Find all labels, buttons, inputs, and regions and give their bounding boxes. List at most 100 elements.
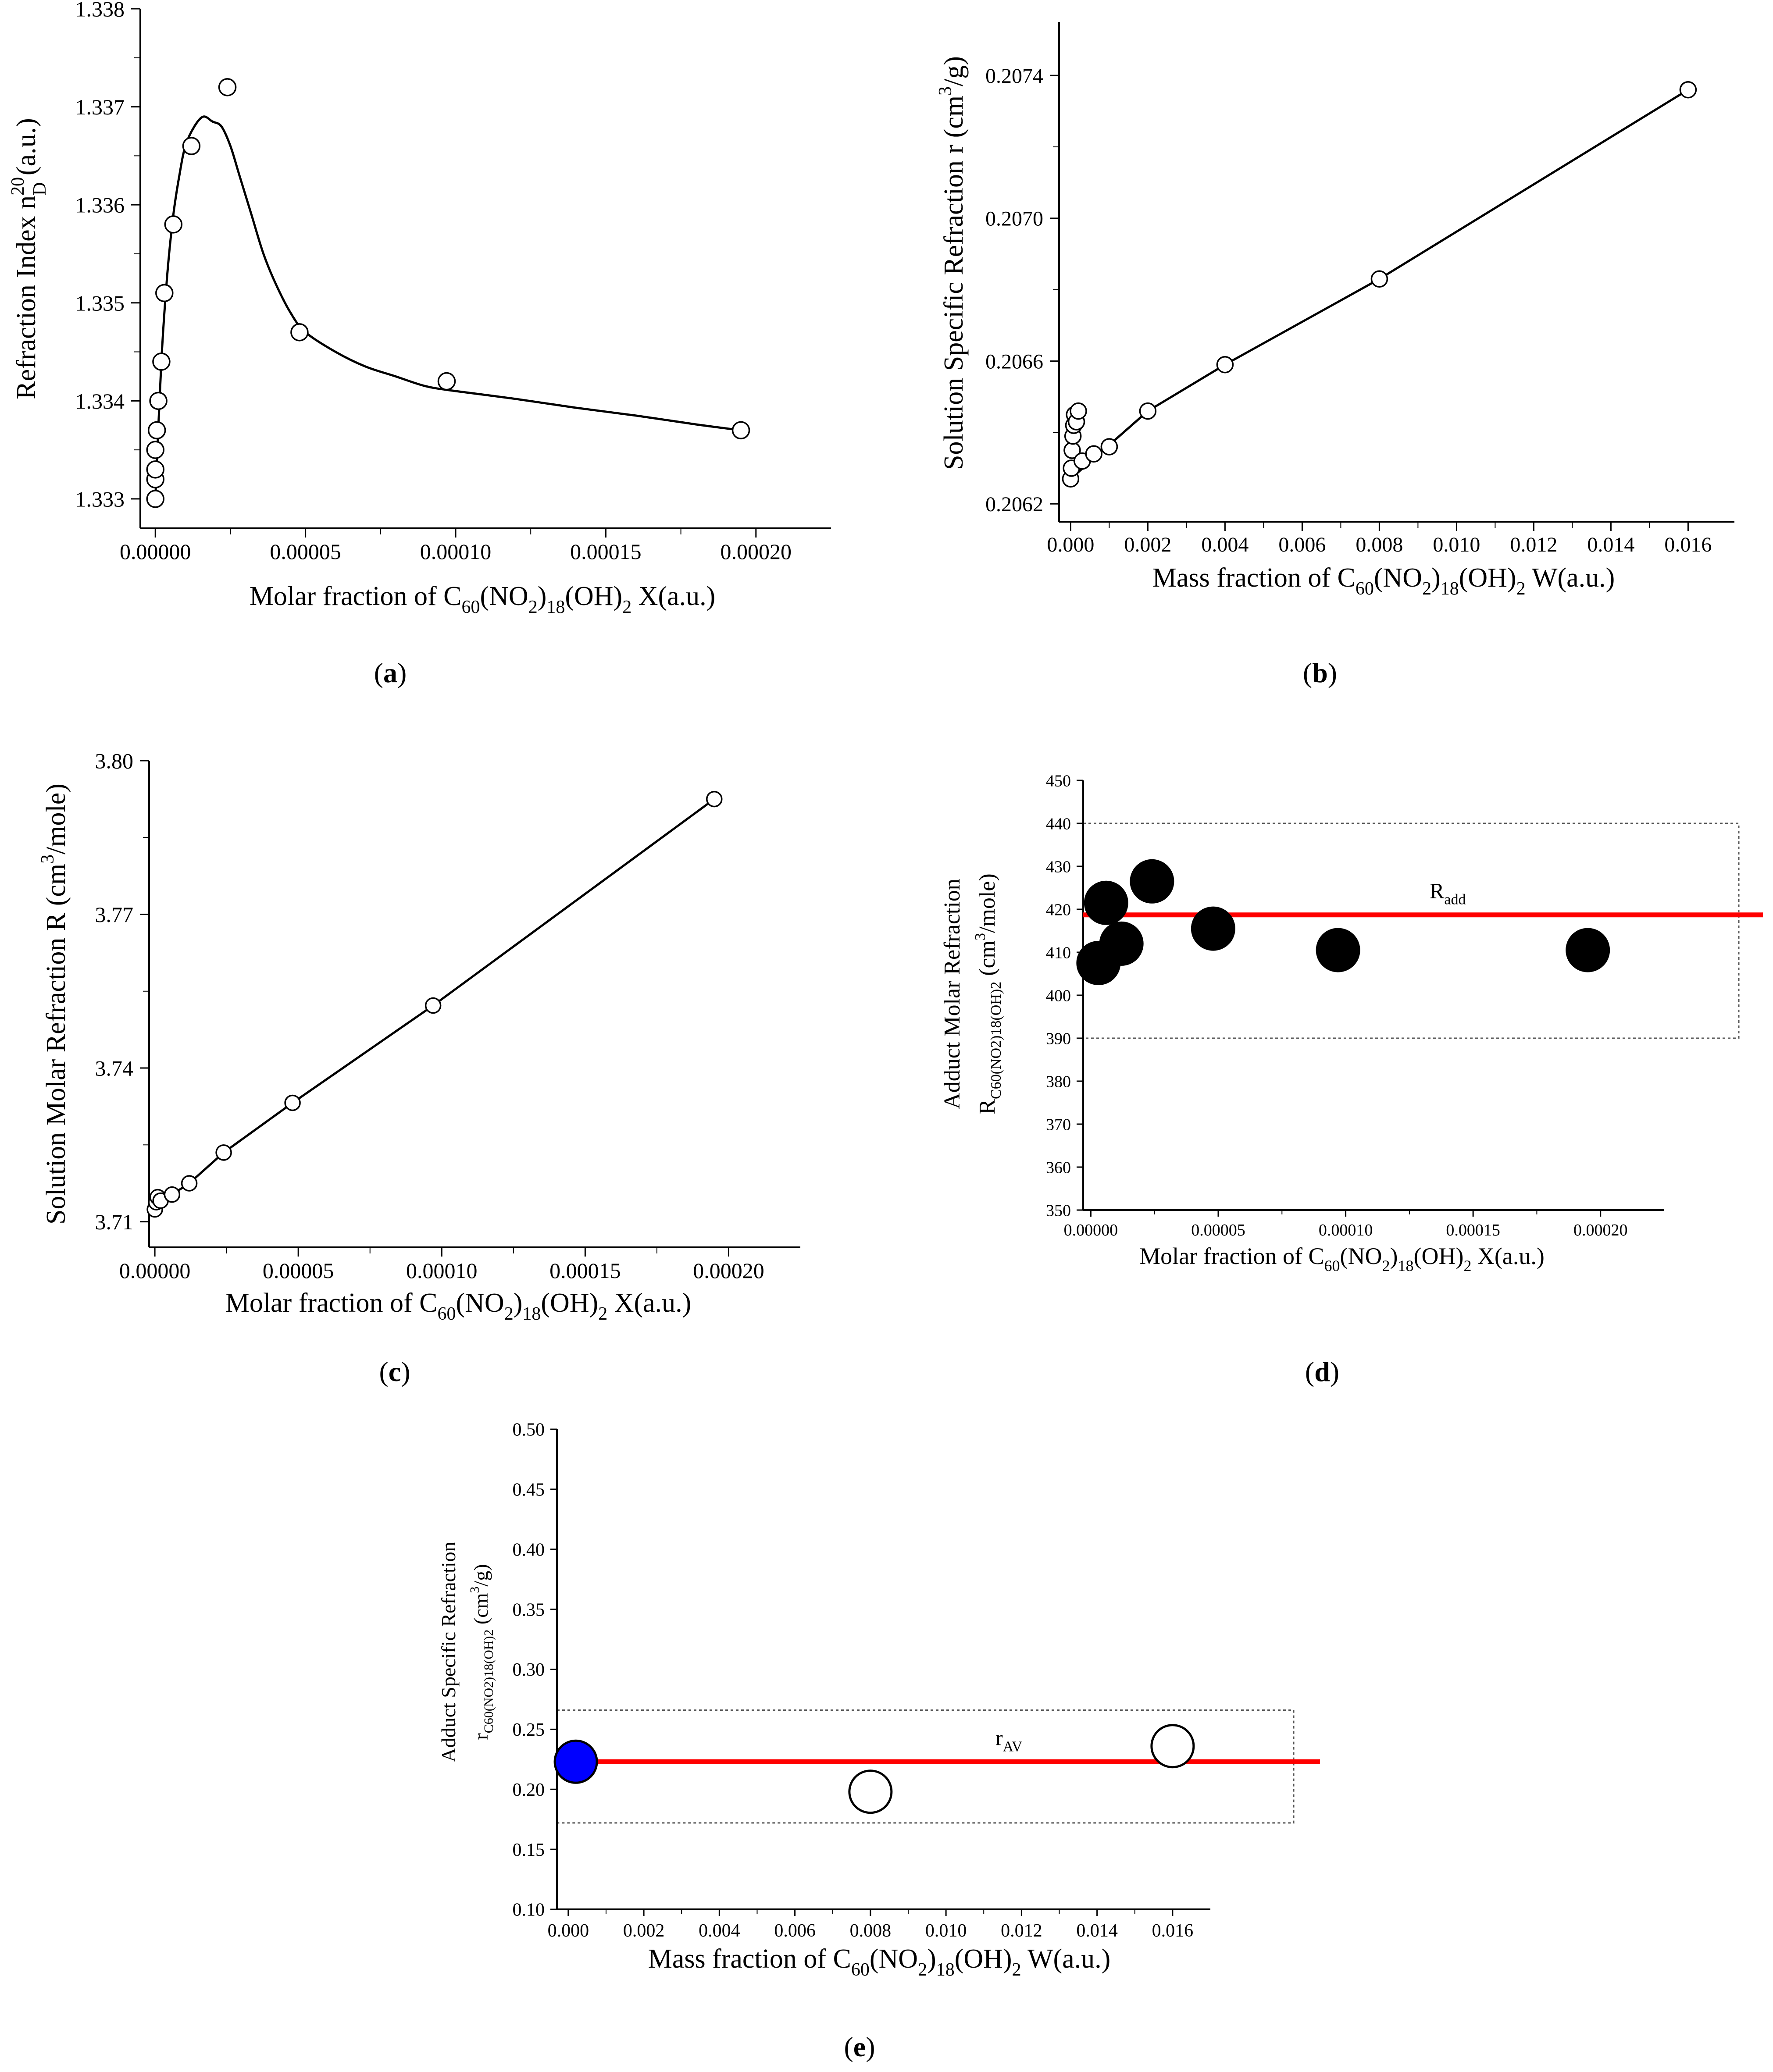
panel-a-ticks: 0.00000 0.00005 0.00010 0.00015 0.00020 1.333…	[75, 0, 831, 564]
panel-d-data-point	[1566, 928, 1610, 972]
panel-b-x-tick-label: 0.002	[1124, 533, 1171, 556]
panel-e-data-point	[553, 1739, 598, 1784]
panel-e-y-tick-label: 0.35	[513, 1600, 545, 1620]
panel-e-ticks: 0.000 0.002 0.004 0.006 0.008 0.010 0.012 0.014…	[513, 1420, 1210, 1941]
panel-a-y-tick-label: 1.335	[75, 291, 125, 315]
panel-b-data-point	[1679, 81, 1697, 99]
panel-d-average-label: Radd	[1430, 879, 1466, 908]
panel-b-x-tick-label: 0.012	[1510, 533, 1557, 556]
panel-a-points	[146, 78, 750, 508]
panel-c-x-tick-label: 0.00015	[549, 1258, 621, 1283]
panel-c-data-point	[706, 790, 723, 808]
panel-b-y-axis-label: Solution Specific Refraction r (cm3/g)	[935, 56, 969, 470]
panel-a-data-point	[146, 490, 164, 508]
panel-b-y-tick-label: 0.2070	[985, 207, 1043, 231]
panel-a-x-tick-label: 0.00020	[721, 539, 792, 564]
panel-e-points	[553, 1724, 1195, 1814]
panel-d-y-tick-label: 380	[1046, 1072, 1071, 1091]
panel-a-y-axis-label: Refraction Index n20D (a.u.)	[8, 118, 50, 399]
panel-a-data-point	[218, 78, 237, 96]
panel-c-x-tick-label: 0.00010	[406, 1258, 478, 1283]
panel-b-data-point	[1139, 402, 1157, 420]
panel-b-x-tick-label: 0.016	[1664, 533, 1712, 556]
panel-a-data-point	[152, 352, 171, 371]
panel-d-x-tick-label: 0.00015	[1446, 1221, 1500, 1239]
panel-e-x-tick-label: 0.006	[774, 1921, 816, 1941]
panel-a-data-point	[146, 441, 164, 459]
panel-e-y-tick-label: 0.20	[513, 1780, 545, 1800]
panel-c-y-tick-label: 3.77	[95, 902, 134, 927]
panel-a-x-tick-label: 0.00015	[570, 539, 642, 564]
panel-d-caption: (d)	[1305, 1356, 1339, 1387]
panel-d-x-tick-label: 0.00000	[1064, 1221, 1118, 1239]
panel-e-x-tick-label: 0.012	[1001, 1921, 1042, 1941]
panel-b-x-tick-label: 0.000	[1047, 533, 1094, 556]
panel-c-caption: (c)	[379, 1356, 410, 1387]
panel-d-y-tick-label: 410	[1046, 943, 1071, 962]
panel-d-data-point	[1084, 880, 1128, 925]
panel-e-data-point	[848, 1769, 893, 1814]
panel-a-caption: (a)	[374, 657, 407, 688]
panel-c-points	[146, 790, 723, 1218]
panel-c-data-point	[164, 1186, 181, 1203]
panel-e-x-tick-label: 0.008	[850, 1921, 892, 1941]
panel-b-data-point	[1370, 270, 1388, 288]
panel-d-y-tick-label: 350	[1046, 1201, 1071, 1220]
panel-a-y-tick-label: 1.333	[75, 487, 125, 511]
panel-b-data-point	[1085, 445, 1102, 463]
panel-b-x-tick-label: 0.010	[1433, 533, 1480, 556]
panel-e-x-tick-label: 0.016	[1152, 1921, 1194, 1941]
panel-b-y-tick-label: 0.2066	[985, 350, 1043, 373]
panel-d-data-point	[1099, 921, 1144, 966]
chart-panel-d: 0.00000 0.00005 0.00010 0.00015 0.00020 350 36…	[940, 772, 1763, 1387]
panel-c-data-point	[284, 1094, 301, 1111]
panel-a-data-point	[290, 323, 309, 342]
panel-e-y-tick-label: 0.15	[513, 1840, 545, 1860]
panel-b-caption: (b)	[1303, 657, 1337, 688]
panel-a-y-tick-label: 1.338	[75, 0, 125, 21]
panel-d-y-tick-label: 370	[1046, 1115, 1071, 1134]
panel-e-x-axis-label: Mass fraction of C60(NO2)18(OH)2 W(a.u.)	[648, 1944, 1111, 1980]
panel-c-y-tick-label: 3.71	[95, 1210, 134, 1234]
panel-a-y-tick-label: 1.337	[75, 95, 125, 119]
chart-panel-a: 0.00000 0.00005 0.00010 0.00015 0.00020 1.333…	[8, 0, 831, 688]
panel-a-data-point	[149, 392, 168, 410]
panel-a-x-tick-label: 0.00005	[270, 539, 341, 564]
panel-c-data-point	[215, 1144, 232, 1161]
panel-e-y-tick-label: 0.45	[513, 1480, 545, 1500]
panel-b-x-tick-label: 0.014	[1587, 533, 1634, 556]
panel-d-y-tick-label: 400	[1046, 986, 1071, 1005]
panel-d-y-axis-label-line1: Adduct Molar Refraction	[940, 879, 965, 1109]
panel-d-y-tick-label: 390	[1046, 1029, 1071, 1048]
panel-c-y-tick-label: 3.80	[95, 749, 134, 773]
panel-a-data-point	[155, 284, 174, 303]
panel-e-x-tick-label: 0.014	[1076, 1921, 1118, 1941]
panel-e-x-tick-label: 0.002	[623, 1921, 665, 1941]
panel-b-x-tick-label: 0.008	[1356, 533, 1403, 556]
panel-a-fit-curve	[154, 115, 741, 499]
panel-b-x-tick-label: 0.004	[1201, 533, 1249, 556]
panel-e-x-tick-label: 0.010	[925, 1921, 967, 1941]
panel-e-y-tick-label: 0.50	[513, 1420, 545, 1440]
panel-b-y-tick-label: 0.2062	[985, 493, 1043, 516]
panel-c-data-point	[181, 1175, 198, 1192]
panel-b-data-point	[1100, 438, 1118, 456]
panel-a-y-tick-label: 1.336	[75, 193, 125, 217]
panel-e-y-tick-label: 0.25	[513, 1720, 545, 1740]
panel-d-ticks: 0.00000 0.00005 0.00010 0.00015 0.00020 350 36…	[1046, 772, 1664, 1239]
panel-a-data-point	[731, 421, 750, 440]
panel-e-y-tick-label: 0.10	[513, 1900, 545, 1920]
panel-d-data-point	[1130, 859, 1174, 904]
panel-d-data-point	[1191, 906, 1235, 951]
panel-c-ticks: 0.00000 0.00005 0.00010 0.00015 0.00020 3.71 3…	[95, 749, 800, 1283]
panel-d-y-axis-label-line2: RC60(NO2)18(OH)2 (cm3/mole)	[972, 873, 1004, 1114]
panel-a-x-tick-label: 0.00000	[120, 539, 191, 564]
panel-a-y-tick-label: 1.334	[75, 389, 125, 413]
chart-panel-b: 0.000 0.002 0.004 0.006 0.008 0.010 0.012 0.014…	[935, 22, 1734, 688]
panel-c-x-axis-label: Molar fraction of C60(NO2)18(OH)2 X(a.u.…	[225, 1288, 692, 1324]
panel-e-average: rAV	[557, 1725, 1320, 1764]
panel-a-data-point	[437, 372, 456, 391]
panel-e-x-tick-label: 0.000	[548, 1921, 589, 1941]
panel-d-points	[1076, 859, 1610, 985]
panel-d-y-tick-label: 360	[1046, 1158, 1071, 1177]
